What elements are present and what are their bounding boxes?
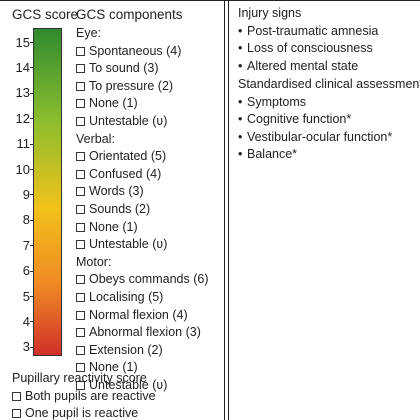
motor-option-checkbox[interactable] [76, 381, 85, 390]
assessment-header: Standardised clinical assessment [238, 77, 420, 91]
eye-option-label: Spontaneous (4) [89, 43, 182, 58]
verbal-option-label: Orientated (5) [89, 149, 167, 164]
assessment-bullet: • [238, 95, 243, 109]
verbal-option-checkbox[interactable] [76, 152, 85, 162]
gcs-scale-tick [30, 321, 34, 323]
injury-sign-item: Post-traumatic amnesia [247, 24, 379, 38]
gcs-color-gauge [33, 28, 62, 356]
eye-option-label: To sound (3) [89, 61, 159, 76]
column-divider-right [228, 0, 229, 420]
motor-option-checkbox[interactable] [76, 310, 85, 320]
gcs-scale-label: 13 [15, 85, 30, 101]
gcs-scale-label: 6 [22, 263, 30, 279]
eye-option-label: To pressure (2) [89, 78, 174, 93]
eye-label: Eye: [76, 26, 102, 40]
assessment-bullet: • [238, 129, 243, 144]
motor-label: Motor: [76, 254, 112, 269]
gcs-scale-tick [30, 169, 34, 170]
injury-sign-item: Altered mental state [247, 58, 359, 73]
pupil-option-checkbox[interactable] [12, 392, 21, 401]
motor-option-checkbox[interactable] [76, 275, 85, 285]
gcs-scale-tick [30, 118, 34, 120]
injury-signs-header: Injury signs [238, 6, 302, 20]
assessment-item: Symptoms [247, 95, 307, 109]
gcs-scale-tick [30, 346, 34, 348]
verbal-option-checkbox[interactable] [76, 222, 85, 232]
motor-option-checkbox[interactable] [76, 293, 85, 302]
injury-sign-bullet: • [238, 41, 243, 56]
eye-option-checkbox[interactable] [76, 117, 85, 126]
assessment-item: Cognitive function* [247, 112, 352, 127]
verbal-option-label: None (1) [89, 219, 138, 234]
gcs-scale-tick [30, 143, 34, 145]
verbal-option-label: Sounds (2) [89, 202, 151, 216]
injury-sign-item: Loss of consciousness [247, 41, 373, 56]
eye-option-checkbox[interactable] [76, 46, 85, 56]
assessment-item: Balance* [247, 146, 298, 161]
verbal-label: Verbal: [76, 131, 115, 146]
gcs-scale-tick [30, 67, 34, 69]
gcs-scale-label: 9 [22, 186, 30, 202]
motor-option-checkbox[interactable] [76, 328, 85, 338]
pupillary-header: Pupillary reactivity score [12, 371, 147, 385]
motor-option-label: None (1) [89, 360, 138, 375]
assessment-item: Vestibular-ocular function* [247, 129, 393, 144]
eye-option-checkbox[interactable] [76, 64, 85, 74]
top-border [0, 0, 420, 1]
motor-option-label: Untestable (ʋ) [89, 378, 168, 392]
gcs-scale-label: 3 [22, 339, 30, 355]
motor-option-label: Abnormal flexion (3) [89, 325, 201, 340]
verbal-option-label: Words (3) [89, 184, 144, 199]
eye-option-checkbox[interactable] [76, 99, 85, 109]
pupil-option-label: Both pupils are reactive [25, 389, 156, 403]
motor-option-checkbox[interactable] [76, 345, 85, 355]
gcs-scale-tick [30, 219, 34, 221]
pupil-option-checkbox[interactable] [12, 409, 21, 418]
motor-option-label: Extension (2) [89, 342, 163, 357]
column-divider-left [224, 0, 225, 420]
gcs-scale-tick [30, 245, 34, 247]
verbal-option-checkbox[interactable] [76, 205, 85, 214]
assessment-bullet: • [238, 112, 243, 127]
gcs-scale-label: 8 [22, 212, 30, 228]
injury-sign-bullet: • [238, 58, 243, 73]
gcs-scale-tick [30, 270, 34, 272]
motor-option-label: Obeys commands (6) [89, 272, 209, 287]
verbal-option-checkbox[interactable] [76, 187, 85, 197]
gcs-scale-label: 12 [15, 110, 30, 126]
motor-option-label: Localising (5) [89, 290, 164, 304]
gcs-scale-tick [30, 194, 34, 196]
verbal-option-checkbox[interactable] [76, 240, 85, 250]
gcs-scale-tick [30, 92, 34, 94]
gcs-scale-label: 15 [15, 34, 30, 50]
assessment-bullet: • [238, 146, 243, 161]
injury-sign-bullet: • [238, 24, 243, 38]
gcs-scale-label: 11 [16, 136, 31, 152]
eye-option-checkbox[interactable] [76, 81, 85, 91]
motor-option-label: Normal flexion (4) [89, 307, 188, 322]
gcs-scale-label: 7 [22, 237, 30, 253]
gcs-scale-tick [30, 296, 34, 297]
verbal-option-checkbox[interactable] [76, 169, 85, 179]
gcs-scale-label: 14 [15, 59, 30, 75]
gcs-scale-label: 5 [22, 288, 30, 304]
gcs-scale-label: 10 [15, 161, 30, 177]
gcs-scale-tick [30, 42, 34, 43]
verbal-option-label: Untestable (ʋ) [89, 237, 168, 252]
gcs-score-header: GCS score [12, 7, 79, 22]
motor-option-checkbox[interactable] [76, 363, 85, 373]
eye-option-label: Untestable (ʋ) [89, 114, 168, 128]
pupil-option-label: One pupil is reactive [25, 406, 139, 420]
gcs-components-header: GCS components [76, 7, 183, 22]
gcs-scale-label: 4 [22, 313, 30, 329]
verbal-option-label: Confused (4) [89, 166, 162, 181]
eye-option-label: None (1) [89, 96, 138, 111]
